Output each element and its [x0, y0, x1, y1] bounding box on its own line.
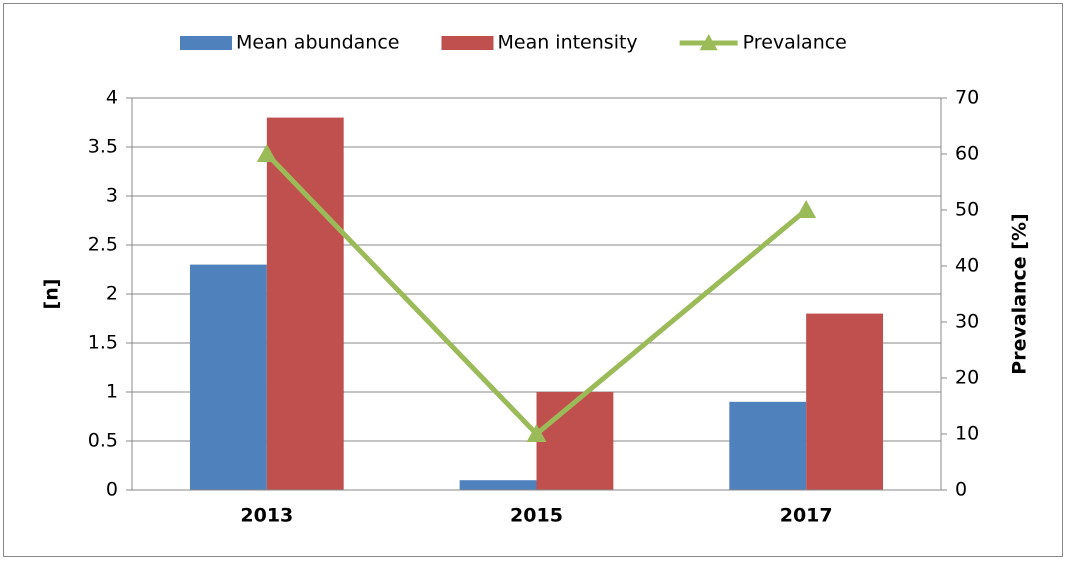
line-marker [526, 424, 547, 442]
y-tick-label: 0 [106, 479, 118, 501]
x-tick-label: 2013 [240, 505, 293, 527]
y-tick-label: 4 [106, 87, 118, 109]
legend-label: Prevalance [743, 32, 847, 54]
bar [806, 313, 884, 490]
legend-swatch [180, 36, 232, 50]
x-tick-label: 2017 [780, 505, 833, 527]
y-tick-label: 1.5 [88, 332, 118, 354]
y-tick-label: 2 [106, 283, 118, 305]
y2-tick-label: 10 [955, 423, 979, 445]
bar [266, 117, 344, 490]
y-tick-label: 0.5 [88, 430, 118, 452]
y2-tick-label: 20 [955, 367, 979, 389]
y-axis-label: [n] [41, 279, 63, 310]
x-tick-label: 2015 [510, 505, 563, 527]
line-marker [256, 144, 277, 162]
bar [729, 401, 807, 490]
y2-tick-label: 70 [955, 87, 979, 109]
legend-label: Mean abundance [236, 32, 399, 54]
y2-tick-label: 60 [955, 143, 979, 165]
bar [536, 392, 614, 490]
y2-tick-label: 0 [955, 479, 967, 501]
bar [189, 264, 267, 490]
y-tick-label: 1 [106, 381, 118, 403]
bar [459, 480, 537, 490]
line-marker [796, 200, 817, 218]
y2-tick-label: 50 [955, 199, 979, 221]
y2-tick-label: 40 [955, 255, 979, 277]
y-tick-label: 3 [106, 185, 118, 207]
y2-axis-label: Prevalance [%] [1009, 213, 1031, 374]
legend-marker [699, 34, 718, 51]
y-tick-label: 3.5 [88, 136, 118, 158]
chart-frame [3, 3, 1063, 557]
y2-tick-label: 30 [955, 311, 979, 333]
legend-swatch [441, 36, 494, 50]
legend-label: Mean intensity [497, 32, 637, 54]
y-tick-label: 2.5 [88, 234, 118, 256]
